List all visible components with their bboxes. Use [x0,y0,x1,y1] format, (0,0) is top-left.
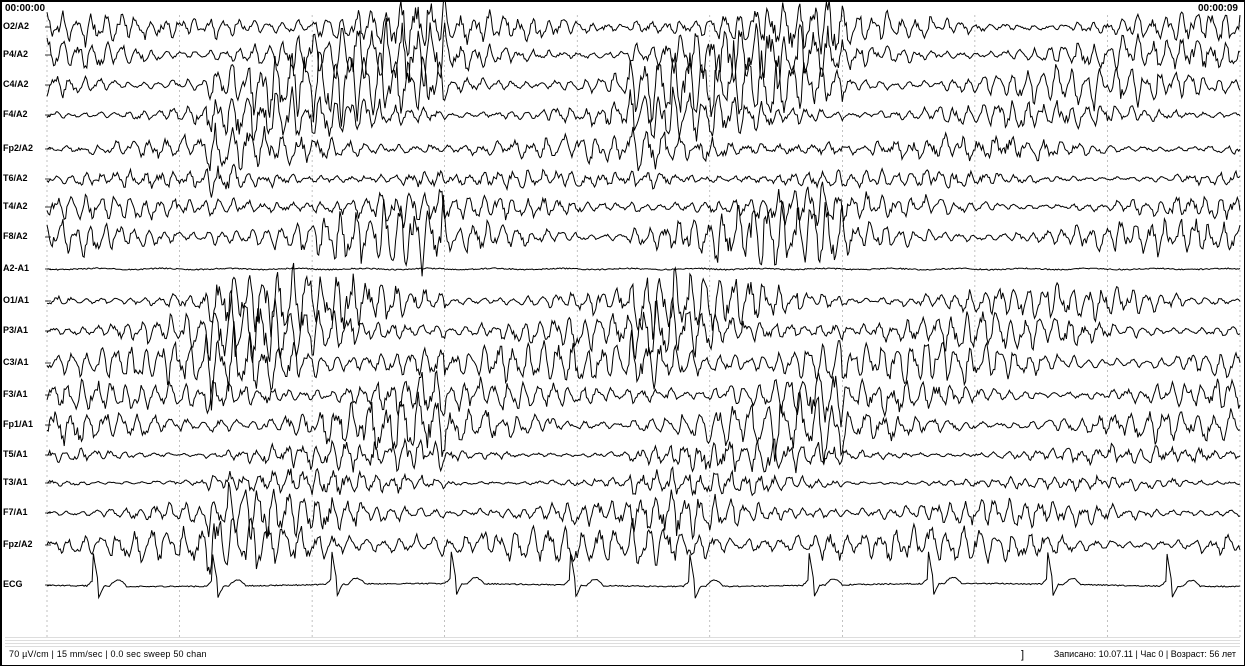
recording-meta-text: Записано: 10.07.11 | Час 0 | Возраст: 56… [1054,649,1236,659]
eeg-trace [47,164,1240,197]
eeg-trace [47,518,1240,575]
footer-hatch-pattern [5,637,1240,647]
eeg-trace [47,123,1240,171]
eeg-trace [47,392,1240,463]
eeg-trace [47,87,1240,142]
eeg-plot-svg [1,1,1245,666]
eeg-trace [47,467,1240,495]
eeg-recording-panel: 00:00:00 00:00:09 O2/A2P4/A2C4/A2F4/A2Fp… [0,0,1245,666]
eeg-trace [47,268,1240,270]
eeg-trace [47,18,1240,89]
ecg-trace [47,552,1240,598]
eeg-trace [47,263,1240,340]
eeg-trace [47,439,1240,473]
plot-border [2,2,1245,666]
footer-bar: 70 µV/cm | 15 mm/sec | 0.0 sec sweep 50 … [1,635,1244,665]
eeg-trace [47,371,1240,427]
scale-info-text: 70 µV/cm | 15 mm/sec | 0.0 sec sweep 50 … [9,649,207,659]
footer-marker-glyph: ] [1021,649,1024,661]
eeg-trace [47,482,1240,539]
